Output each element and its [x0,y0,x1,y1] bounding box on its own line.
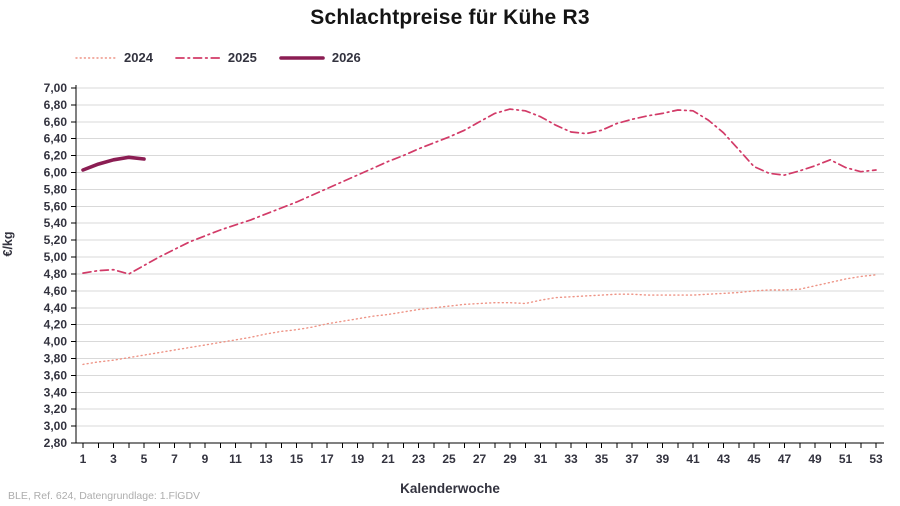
y-tick-label: 3,60 [44,368,68,382]
y-tick-label: 3,40 [44,385,68,399]
x-tick-label: 23 [412,452,426,466]
legend-label-2026: 2026 [331,50,361,65]
x-tick-label: 53 [869,452,883,466]
y-tick-label: 4,80 [44,267,68,281]
x-tick-label: 3 [110,452,117,466]
y-tick-label: 5,20 [44,233,68,247]
legend-line-2026-icon [279,55,325,60]
legend-line-2024-icon [75,56,117,59]
legend-label-2024: 2024 [124,50,153,65]
x-tick-label: 15 [290,452,304,466]
y-tick-label: 5,60 [44,199,68,213]
y-tick-label: 4,00 [44,335,68,349]
x-tick-marks [82,443,877,448]
legend: 2024 2025 2026 [75,50,361,65]
series-line-2024 [82,274,877,366]
x-tick-label: 25 [442,452,456,466]
y-tick-label: 6,60 [44,115,68,129]
x-tick-labels: 1 3 5 7 9 11 13 15 17 19 21 23 25 27 29 31 33 35 37 39 41 43 4… [80,452,883,466]
legend-item-2025: 2025 [175,50,257,65]
y-tick-label: 5,80 [44,182,68,196]
y-tick-label: 4,40 [44,301,68,315]
x-tick-label: 43 [717,452,731,466]
y-tick-label: 3,80 [44,351,68,365]
x-tick-label: 39 [656,452,670,466]
x-tick-label: 33 [564,452,578,466]
y-tick-label: 6,80 [44,98,68,112]
x-tick-label: 21 [381,452,395,466]
x-tick-label: 5 [141,452,148,466]
y-tick-label: 6,40 [44,132,68,146]
y-tick-label: 5,40 [44,216,68,230]
gridlines [76,87,884,427]
y-tick-marks [71,87,76,444]
x-tick-label: 13 [259,452,273,466]
y-tick-label: 6,20 [44,149,68,163]
x-tick-label: 29 [503,452,517,466]
x-tick-label: 9 [202,452,209,466]
x-tick-label: 37 [625,452,639,466]
y-tick-label: 5,00 [44,250,68,264]
x-tick-label: 17 [320,452,334,466]
y-tick-label: 3,00 [44,419,68,433]
x-tick-label: 47 [778,452,792,466]
x-tick-label: 51 [839,452,853,466]
chart-title: Schlachtpreise für Kühe R3 [310,6,590,29]
legend-label-2025: 2025 [227,50,257,65]
legend-item-2026: 2026 [279,50,361,65]
legend-line-2025-icon [175,56,221,59]
x-tick-label: 11 [229,452,242,466]
y-tick-label: 4,20 [44,318,68,332]
y-tick-label: 6,00 [44,166,68,180]
x-tick-label: 27 [473,452,487,466]
legend-item-2024: 2024 [75,50,153,65]
x-tick-label: 31 [534,452,548,466]
x-tick-label: 19 [351,452,365,466]
x-axis-title: Kalenderwoche [400,481,500,496]
y-tick-label: 3,20 [44,402,68,416]
y-tick-labels: 7,00 6,80 6,60 6,40 6,20 6,00 5,80 5,60 5,40 5,20… [44,81,68,450]
x-tick-label: 45 [747,452,761,466]
x-tick-label: 35 [595,452,609,466]
series-line-2025 [82,108,877,275]
source-note: BLE, Ref. 624, Datengrundlage: 1.FlGDV [8,490,201,502]
y-tick-label: 7,00 [44,81,68,95]
x-tick-label: 1 [80,452,87,466]
x-tick-label: 41 [686,452,700,466]
x-tick-label: 49 [808,452,822,466]
x-tick-label: 7 [171,452,178,466]
y-tick-label: 4,60 [44,284,68,298]
y-tick-label: 2,80 [44,436,68,450]
series-line-2026 [81,155,146,172]
